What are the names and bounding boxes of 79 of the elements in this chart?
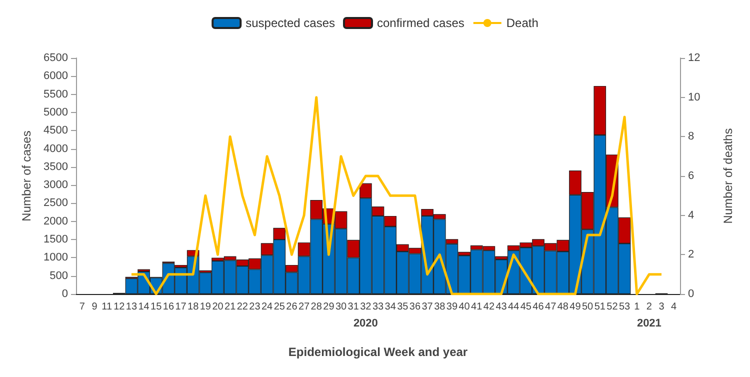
y2-axis-title: Number of deaths — [721, 128, 735, 224]
x-tick-label: 38 — [434, 302, 446, 312]
legend-label: Death — [506, 16, 538, 30]
x-tick-label: 25 — [274, 302, 286, 312]
y-tick-label: 5500 — [44, 88, 68, 100]
y-tick-label: 3500 — [44, 160, 68, 173]
y-tick-label: 3000 — [44, 179, 68, 192]
x-tick-label: 35 — [397, 302, 409, 312]
y-tick-label: 500 — [50, 270, 68, 282]
x-tick-label: 41 — [471, 302, 483, 312]
y-axis-title: Number of cases — [20, 130, 34, 222]
x-tick-label: 37 — [422, 302, 434, 312]
y-tick-label: 6500 — [44, 52, 68, 64]
y-tick-label: 1500 — [44, 234, 68, 246]
x-tick-label: 40 — [458, 302, 470, 312]
x-tick-label: 18 — [188, 302, 200, 312]
y2-tick-label: 12 — [688, 52, 700, 64]
x-tick-label: 47 — [545, 302, 557, 312]
text: 2021 — [636, 318, 662, 330]
x-tick-label: 33 — [372, 302, 384, 312]
y2-tick-label: 10 — [688, 91, 700, 104]
y2-tick-label: 6 — [688, 170, 694, 182]
x-tick-label: 9 — [92, 302, 98, 312]
x-tick-label: 20 — [212, 302, 224, 312]
y-tick-label: 2500 — [44, 197, 68, 210]
x-tick-label: 44 — [508, 302, 520, 312]
x-tick-label: 12 — [114, 302, 126, 312]
x-tick-label: 14 — [138, 302, 150, 312]
x-tick-label: 17 — [175, 302, 187, 312]
x-tick-label: 11 — [102, 302, 112, 312]
x-tick-label: 29 — [323, 302, 335, 312]
x-tick-label: 45 — [520, 302, 532, 312]
x-tick-label: 50 — [582, 302, 594, 312]
legend-label: confirmed cases — [376, 16, 464, 30]
y2-tick-label: 0 — [688, 288, 694, 300]
y-tick-label: 0 — [62, 288, 68, 300]
y-tick-label: 2000 — [44, 215, 68, 228]
y-tick-label: 1000 — [44, 252, 68, 264]
x-tick-label: 32 — [360, 302, 372, 312]
x-tick-label: 2 — [646, 302, 652, 312]
y-tick-label: 4500 — [44, 124, 68, 137]
y-tick-label: 4000 — [44, 142, 68, 155]
x-tick-label: 43 — [496, 302, 508, 312]
y2-tick-label: 8 — [688, 130, 694, 143]
x-tick-label: 13 — [126, 302, 138, 312]
x-tick-label: 15 — [150, 302, 162, 312]
x-tick-label: 3 — [658, 302, 665, 312]
x-tick-label: 24 — [262, 302, 274, 312]
x-tick-label: 7 — [79, 302, 86, 312]
x-tick-label: 19 — [200, 302, 212, 312]
x-tick-label: 36 — [409, 302, 421, 312]
x-tick-label: 4 — [671, 302, 678, 312]
x-tick-label: 16 — [162, 302, 174, 312]
x-tick-label: 27 — [298, 302, 310, 312]
x-tick-label: 51 — [594, 302, 606, 312]
y-tick-label: 5000 — [44, 106, 68, 118]
y2-tick-label: 2 — [688, 248, 694, 261]
x-tick-label: 53 — [618, 302, 631, 312]
y2-tick-label: 4 — [688, 209, 694, 222]
legend-label: suspected cases — [246, 16, 336, 30]
y-tick-label: 6000 — [44, 70, 68, 82]
x-tick-label: 23 — [249, 302, 261, 312]
x-tick-label: 52 — [606, 302, 618, 312]
line-series — [130, 96, 663, 296]
x-tick-label: 26 — [286, 302, 298, 312]
text: 2020 — [353, 318, 378, 330]
x-tick-label: 49 — [570, 302, 582, 312]
x-tick-label: 34 — [384, 302, 396, 312]
x-tick-label: 39 — [446, 302, 458, 312]
x-tick-label: 42 — [483, 302, 495, 312]
x-tick-label: 21 — [224, 302, 236, 312]
x-tick-label: 30 — [335, 302, 348, 312]
x-axis-title: Epidemiological Week and year — [288, 345, 468, 359]
x-tick-label: 48 — [557, 302, 569, 312]
x-tick-label: 46 — [532, 302, 544, 312]
x-tick-label: 31 — [348, 302, 360, 312]
x-tick-label: 1 — [634, 302, 640, 312]
x-tick-label: 28 — [310, 302, 322, 312]
x-tick-label: 22 — [236, 302, 248, 312]
